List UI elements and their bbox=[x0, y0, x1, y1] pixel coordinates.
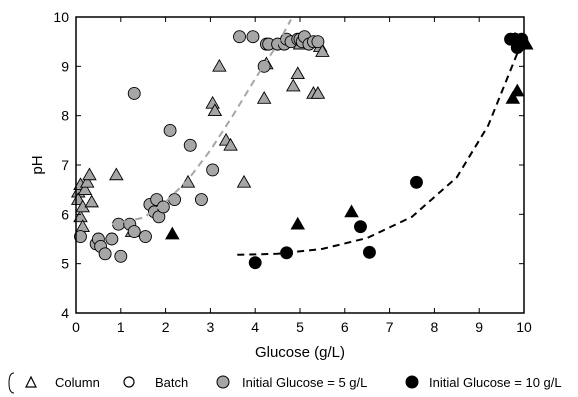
legend-batch-label: Batch bbox=[155, 375, 188, 390]
data-point-gray-triangle bbox=[77, 182, 93, 195]
data-point-gray-triangle bbox=[180, 174, 196, 188]
data-point-gray-circle bbox=[127, 225, 141, 239]
marker-layer bbox=[70, 30, 534, 270]
data-point-gray-triangle bbox=[310, 86, 326, 99]
x-tick-label: 8 bbox=[431, 319, 439, 335]
data-point-gray-circle bbox=[98, 247, 112, 261]
x-tick-label: 4 bbox=[251, 319, 259, 335]
data-point-gray-triangle bbox=[70, 192, 86, 205]
legend-left-bracket bbox=[8, 372, 15, 394]
data-point-gray-triangle bbox=[82, 167, 97, 181]
data-point-gray-circle bbox=[246, 30, 260, 44]
data-point-gray-circle bbox=[206, 163, 220, 177]
x-tick-label: 2 bbox=[162, 319, 170, 335]
data-point-black-circle bbox=[354, 220, 367, 234]
data-point-gray-circle bbox=[311, 35, 325, 49]
fit-curve-black bbox=[237, 36, 525, 256]
y-tick-label: 10 bbox=[53, 9, 69, 25]
data-point-gray-circle bbox=[194, 193, 208, 206]
x-tick-label: 5 bbox=[296, 319, 304, 335]
legend-initial-10-label: Initial Glucose = 10 g/L bbox=[429, 375, 562, 390]
data-point-gray-triangle bbox=[212, 58, 227, 72]
data-point-gray-circle bbox=[114, 249, 128, 263]
data-point-gray-triangle bbox=[205, 95, 220, 109]
data-point-gray-triangle bbox=[73, 209, 88, 223]
legend-gray-circle-icon bbox=[216, 375, 230, 389]
x-tick-label: 6 bbox=[341, 319, 349, 335]
x-tick-label: 0 bbox=[72, 319, 80, 335]
data-point-gray-triangle bbox=[109, 167, 124, 181]
data-point-gray-circle bbox=[127, 87, 141, 100]
data-point-gray-triangle bbox=[223, 137, 238, 151]
data-point-black-circle bbox=[410, 175, 423, 189]
data-point-gray-triangle bbox=[79, 174, 95, 188]
legend-triangle-icon bbox=[25, 375, 37, 388]
data-point-gray-circle bbox=[233, 30, 246, 44]
legend: Column Batch Initial Glucose = 5 g/L Ini… bbox=[8, 372, 562, 394]
data-point-gray-circle bbox=[74, 230, 87, 243]
data-point-black-circle bbox=[362, 245, 376, 259]
data-point-gray-triangle bbox=[286, 78, 301, 92]
legend-open-circle-icon bbox=[123, 376, 135, 388]
data-point-gray-circle bbox=[138, 230, 152, 243]
data-point-black-triangle bbox=[510, 83, 525, 97]
y-tick-label: 8 bbox=[61, 108, 69, 124]
data-point-gray-circle bbox=[168, 193, 182, 206]
data-point-gray-circle bbox=[163, 124, 177, 137]
fit-curve-layer bbox=[111, 19, 525, 256]
x-tick-label: 10 bbox=[516, 319, 532, 335]
data-point-gray-triangle bbox=[256, 90, 272, 104]
y-axis-ticks: 4 5 6 7 8 9 10 bbox=[53, 9, 524, 321]
data-point-gray-triangle bbox=[207, 103, 223, 117]
fit-curve-gray bbox=[111, 19, 292, 226]
data-point-gray-circle bbox=[105, 232, 119, 246]
x-tick-label: 7 bbox=[386, 319, 394, 335]
data-point-black-triangle bbox=[290, 216, 306, 230]
y-tick-label: 7 bbox=[61, 157, 69, 173]
data-point-gray-circle bbox=[257, 59, 271, 73]
plot-frame bbox=[75, 16, 525, 314]
data-point-gray-circle bbox=[183, 138, 197, 152]
data-point-gray-triangle bbox=[315, 44, 330, 57]
y-tick-label: 4 bbox=[61, 305, 69, 321]
data-point-gray-triangle bbox=[236, 174, 252, 188]
y-tick-label: 9 bbox=[61, 58, 69, 74]
legend-column-label: Column bbox=[55, 375, 100, 390]
data-point-black-circle bbox=[248, 256, 262, 270]
data-point-gray-triangle bbox=[290, 66, 306, 80]
x-axis-ticks: 0 1 2 3 4 5 6 7 8 9 10 bbox=[72, 17, 532, 335]
x-axis-label: Glucose (g/L) bbox=[255, 344, 345, 361]
legend-black-circle-icon bbox=[405, 375, 419, 389]
x-tick-label: 9 bbox=[475, 319, 483, 335]
x-tick-label: 3 bbox=[207, 319, 215, 335]
y-tick-label: 5 bbox=[61, 256, 69, 272]
legend-initial-5-label: Initial Glucose = 5 g/L bbox=[242, 375, 367, 390]
y-tick-label: 6 bbox=[61, 206, 69, 222]
y-axis-label: pH bbox=[29, 155, 46, 174]
data-point-black-triangle bbox=[165, 226, 180, 240]
data-point-black-triangle bbox=[344, 204, 359, 218]
x-tick-label: 1 bbox=[117, 319, 125, 335]
data-point-black-triangle bbox=[505, 90, 521, 104]
data-point-gray-triangle bbox=[84, 194, 99, 208]
